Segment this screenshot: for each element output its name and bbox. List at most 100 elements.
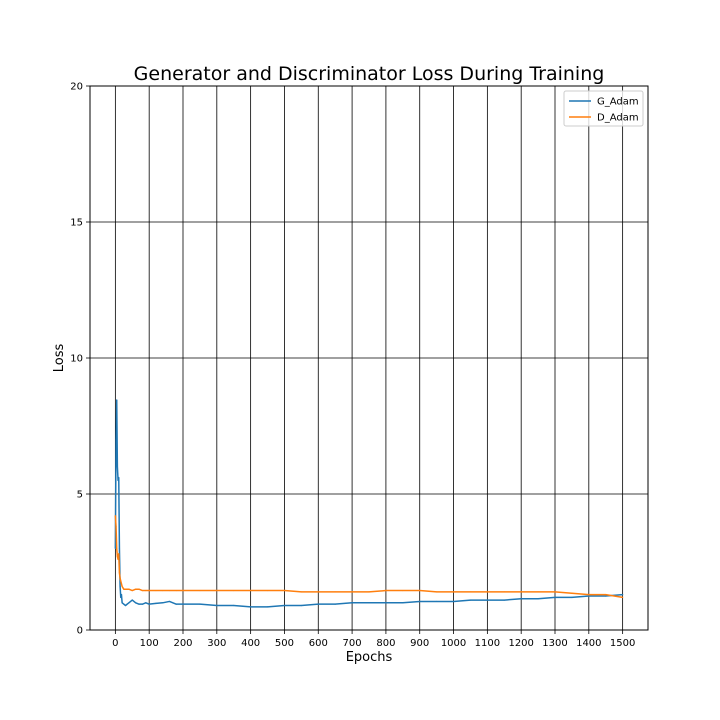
legend-label-d-adam: D_Adam [597,113,639,124]
x-tick-label: 1400 [576,638,601,649]
data-point-g-adam [123,603,125,605]
x-tick-label: 1300 [542,638,567,649]
data-point-g-adam [537,598,539,600]
data-point-g-adam [605,595,607,597]
x-tick-label: 800 [376,638,395,649]
data-point-d-adam [419,589,421,592]
data-point-d-adam [334,591,336,593]
data-point-g-adam [368,602,370,604]
data-point-d-adam [622,596,624,598]
data-point-d-adam [486,591,488,593]
data-point-g-adam [148,603,150,605]
data-point-g-adam [622,594,624,596]
data-point-d-adam [123,588,125,590]
legend: G_Adam D_Adam [563,90,644,127]
data-point-g-adam [114,547,116,550]
data-point-g-adam [554,596,556,598]
y-tick-label: 15 [70,218,83,229]
data-point-d-adam [118,553,120,555]
y-tick-label: 20 [70,82,83,93]
x-tick-label: 1500 [610,638,635,649]
data-point-g-adam [436,600,438,603]
data-point-g-adam [141,603,144,605]
chart-title: Generator and Discriminator Loss During … [134,63,605,85]
data-point-d-adam [141,589,144,592]
data-point-g-adam [124,604,127,607]
data-point-g-adam [402,602,404,604]
data-point-d-adam [216,589,218,592]
data-point-d-adam [120,580,122,582]
data-point-d-adam [266,589,269,592]
data-point-g-adam [115,439,117,441]
data-point-g-adam [469,599,472,601]
data-point-d-adam [115,526,117,528]
x-tick-label: 500 [275,638,294,649]
data-point-d-adam [155,589,157,592]
data-point-d-adam [114,515,116,517]
data-point-g-adam [116,399,118,401]
data-point-d-adam [124,588,127,590]
data-point-d-adam [250,589,252,592]
data-point-g-adam [118,547,121,550]
data-point-g-adam [385,602,387,604]
y-tick-layer: 0 5 10 15 20 [70,82,90,637]
data-point-g-adam [419,600,421,603]
data-point-g-adam [266,606,269,608]
data-point-g-adam [334,603,336,605]
x-tick-label: 1100 [475,638,500,649]
data-point-d-adam [283,589,286,592]
x-tick-layer: 0 100 200 300 400 500 600 700 800 900 1000 1100 1200… [112,630,635,649]
data-point-d-adam [588,594,590,596]
x-tick-label: 1200 [508,638,533,649]
data-point-d-adam [571,592,573,594]
data-point-d-adam [317,591,319,593]
grid-layer [90,85,648,631]
data-point-d-adam [131,589,133,592]
data-point-g-adam [121,602,123,604]
data-point-d-adam [118,572,121,574]
data-point-d-adam [116,555,118,558]
data-point-g-adam [116,466,118,468]
data-point-g-adam [138,603,140,605]
y-tick-label: 5 [77,490,83,501]
data-point-d-adam [452,591,455,593]
data-point-d-adam [116,547,118,550]
x-tick-label: 200 [173,638,192,649]
data-point-d-adam [520,591,522,593]
data-point-g-adam [131,599,133,601]
data-point-d-adam [120,583,123,585]
x-tick-label: 0 [112,638,118,649]
x-tick-label: 300 [207,638,226,649]
data-point-d-adam [436,591,438,593]
data-point-g-adam [300,604,302,607]
data-point-g-adam [216,604,218,607]
data-point-d-adam [145,589,147,592]
data-point-d-adam [148,589,150,592]
y-axis-title: Loss [52,344,67,373]
data-point-g-adam [571,596,573,598]
x-tick-label: 700 [343,638,362,649]
data-point-d-adam [128,588,130,590]
data-point-g-adam [120,596,122,598]
y-tick-label: 0 [77,626,83,637]
data-point-g-adam [162,602,164,604]
data-point-d-adam [554,591,556,593]
data-point-g-adam [199,603,201,605]
data-point-g-adam [182,603,184,605]
x-axis-title: Epochs [346,650,393,665]
y-tick-label: 10 [70,354,83,365]
data-point-g-adam [168,600,171,603]
data-point-d-adam [119,577,121,579]
data-point-g-adam [117,479,119,481]
x-tick-label: 100 [140,638,159,649]
data-point-g-adam [233,604,235,607]
data-point-d-adam [162,589,164,592]
data-point-d-adam [537,591,539,593]
x-tick-label: 600 [309,638,328,649]
data-point-d-adam [117,558,119,560]
data-point-g-adam [118,477,120,479]
data-point-g-adam [120,594,123,596]
data-point-d-adam [168,589,171,592]
data-point-d-adam [199,589,201,592]
